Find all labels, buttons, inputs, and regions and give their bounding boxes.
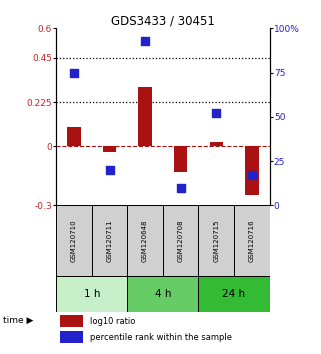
Text: time ▶: time ▶: [3, 316, 34, 325]
Bar: [56, 276, 127, 312]
Title: GDS3433 / 30451: GDS3433 / 30451: [111, 14, 215, 27]
Bar: [245, 146, 259, 195]
Text: GSM120710: GSM120710: [71, 219, 77, 262]
Text: GSM120708: GSM120708: [178, 219, 184, 262]
Point: [71, 70, 76, 75]
Text: GSM120648: GSM120648: [142, 219, 148, 262]
Bar: [67, 127, 81, 146]
Text: GSM120715: GSM120715: [213, 219, 219, 262]
Bar: [127, 205, 163, 276]
Bar: [234, 205, 270, 276]
Bar: [92, 205, 127, 276]
Bar: [56, 205, 92, 276]
Bar: [127, 276, 198, 312]
Bar: [163, 205, 198, 276]
Text: 1 h: 1 h: [83, 289, 100, 299]
Bar: [198, 276, 270, 312]
Bar: [60, 315, 83, 327]
Text: GSM120716: GSM120716: [249, 219, 255, 262]
Text: log10 ratio: log10 ratio: [90, 317, 135, 326]
Text: percentile rank within the sample: percentile rank within the sample: [90, 333, 232, 342]
Bar: [210, 142, 223, 146]
Point: [143, 38, 148, 44]
Point: [249, 172, 255, 178]
Bar: [138, 87, 152, 146]
Bar: [103, 146, 116, 152]
Bar: [174, 146, 187, 172]
Text: GSM120711: GSM120711: [107, 219, 113, 262]
Bar: [198, 205, 234, 276]
Point: [107, 167, 112, 173]
Text: 4 h: 4 h: [155, 289, 171, 299]
Point: [178, 185, 183, 190]
Point: [214, 110, 219, 116]
Text: 24 h: 24 h: [222, 289, 246, 299]
Bar: [60, 331, 83, 343]
